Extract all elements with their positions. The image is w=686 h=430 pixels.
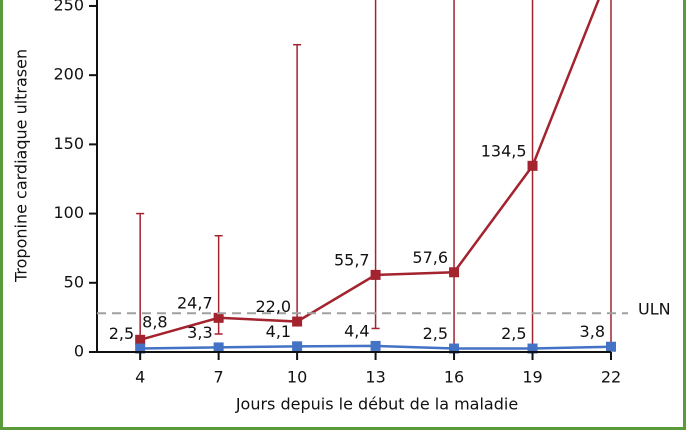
- x-tick-label: 16: [444, 368, 464, 387]
- x-tick-label: 22: [601, 368, 621, 387]
- marker: [135, 334, 146, 345]
- data-label: 2,5: [423, 324, 448, 343]
- marker: [449, 343, 460, 354]
- marker: [527, 343, 538, 354]
- marker: [370, 269, 381, 280]
- marker: [135, 343, 146, 354]
- data-label: 8,8: [142, 312, 167, 331]
- data-label: 2,5: [501, 324, 526, 343]
- data-label: 4,4: [344, 321, 369, 340]
- x-tick-label: 4: [135, 368, 145, 387]
- y-tick-label: 50: [64, 272, 84, 291]
- y-tick-label: 200: [53, 65, 84, 84]
- y-tick-label: 150: [53, 134, 84, 153]
- x-tick-label: 13: [365, 368, 385, 387]
- marker: [213, 312, 224, 323]
- reference-label: ULN: [638, 300, 671, 319]
- marker: [292, 341, 303, 352]
- data-label: 3,8: [580, 322, 605, 341]
- marker: [449, 267, 460, 278]
- marker: [606, 341, 616, 352]
- x-tick-label: 10: [287, 368, 307, 387]
- y-tick-label: 100: [53, 203, 84, 222]
- data-label: 24,7: [177, 293, 213, 312]
- y-tick-label: 250: [53, 0, 84, 14]
- x-tick-label: 19: [522, 368, 542, 387]
- marker: [527, 160, 538, 171]
- data-label: 55,7: [334, 250, 370, 269]
- data-label: 22,0: [255, 297, 291, 316]
- marker: [292, 316, 303, 327]
- plot-area: [135, 0, 616, 354]
- x-axis-title: Jours depuis le début de la maladie: [235, 395, 518, 414]
- data-label: 4,1: [266, 322, 291, 341]
- data-label: 2,5: [109, 324, 134, 343]
- data-label: 134,5: [481, 141, 527, 160]
- marker: [213, 342, 224, 353]
- x-tick-label: 7: [214, 368, 224, 387]
- y-axis-title: Troponine cardiaque ultrasen: [12, 49, 31, 283]
- y-tick-label: 0: [74, 342, 84, 361]
- data-label: 3,3: [187, 323, 212, 342]
- marker: [370, 340, 381, 351]
- data-label: 57,6: [412, 248, 448, 267]
